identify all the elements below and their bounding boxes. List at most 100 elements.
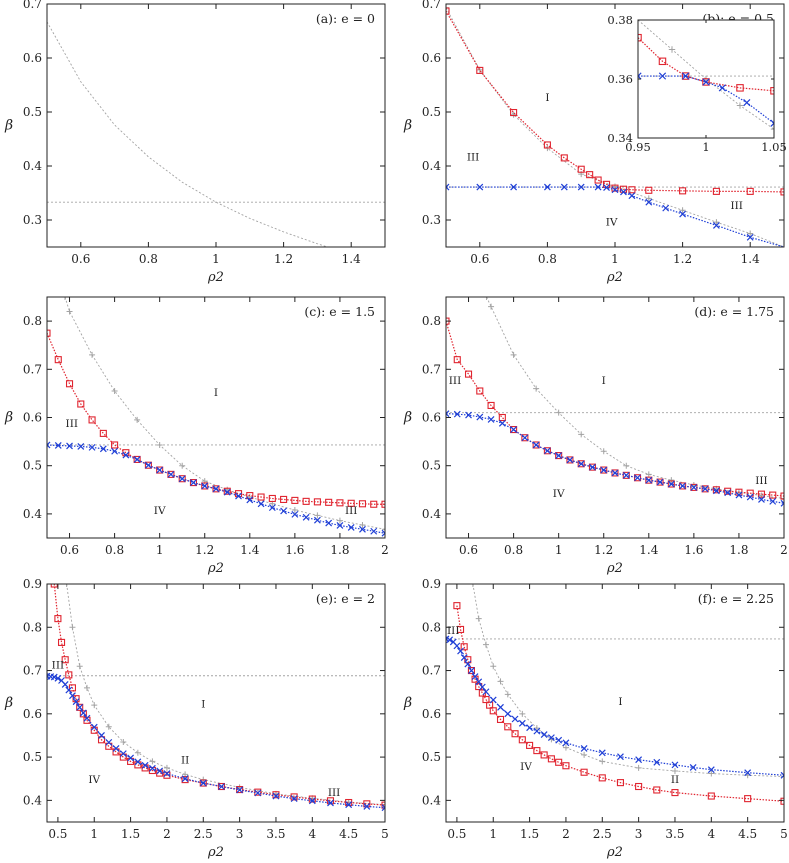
- y-tick-label: 0.7: [23, 0, 42, 11]
- panel-c: 0.6 0.8 1 1.2 1.4 1.6 1.8 2 0.4 0.5 0.6 0.7 0.8 (c): …: [4, 296, 389, 576]
- x-axis-label: ρ2: [606, 845, 623, 860]
- cross-marker: [291, 510, 299, 518]
- cross-marker: [543, 447, 551, 455]
- square-marker: [498, 413, 506, 422]
- region-label: III: [328, 787, 340, 799]
- region-label: I: [201, 698, 205, 710]
- plus-marker: [708, 770, 715, 777]
- panel-a: 0.6 0.8 1 1.2 1.4 0.3 0.4 0.5 0.6 0.7 (a): e = 0 ρ2…: [4, 0, 386, 285]
- square-marker: [446, 7, 450, 15]
- x-tick-label: 1.5: [121, 827, 140, 841]
- plus-marker: [600, 448, 607, 455]
- cross-marker: [257, 500, 265, 508]
- square-marker: [611, 469, 619, 477]
- cross-marker: [308, 797, 316, 805]
- panel-d: 0.6 0.8 1 1.2 1.4 1.6 1.8 2 0.4 0.5 0.6 0.7 0.8 (d): …: [403, 296, 788, 576]
- plus-marker: [770, 125, 774, 133]
- plus-marker: [781, 495, 784, 502]
- panel-b: 0.6 0.8 1 1.2 1.40.30.40.50.60.7(b): e = 0.5…: [403, 0, 787, 285]
- square-marker: [566, 456, 574, 464]
- plus-marker: [497, 678, 504, 685]
- square-marker: [50, 584, 58, 588]
- square-marker: [757, 490, 766, 498]
- cross-marker: [589, 463, 596, 471]
- cross-marker: [302, 513, 310, 521]
- cross-marker: [547, 734, 555, 742]
- square-marker: [76, 703, 84, 711]
- x-tick-label: 4.5: [738, 827, 757, 841]
- cross-marker: [560, 183, 568, 191]
- cross-marker: [313, 516, 321, 524]
- plus-marker: [111, 387, 118, 394]
- series-line-red-squares: [446, 10, 784, 193]
- cross-marker: [724, 489, 732, 497]
- plus-marker: [533, 385, 540, 392]
- cross-marker: [141, 761, 149, 769]
- square-marker: [533, 747, 541, 755]
- y-tick-label: 0.3: [23, 213, 42, 227]
- series-group: [446, 297, 784, 507]
- square-marker: [133, 455, 141, 463]
- square-marker: [588, 463, 597, 471]
- plus-marker: [645, 195, 652, 202]
- cross-marker: [497, 703, 504, 711]
- plus-marker: [668, 46, 676, 53]
- panel-title: (d): e = 1.75: [694, 304, 774, 319]
- panel-title: (c): e = 1.5: [304, 304, 375, 319]
- x-axis-label: ρ2: [207, 270, 224, 285]
- square-marker: [246, 492, 254, 500]
- cross-marker: [598, 749, 606, 757]
- cross-marker: [555, 452, 563, 460]
- plus-marker: [581, 751, 588, 758]
- cross-marker: [98, 732, 105, 739]
- panel-title: (e): e = 2: [316, 591, 375, 606]
- x-tick-label: 0.6: [71, 252, 90, 266]
- cross-marker: [681, 72, 690, 80]
- cross-marker: [347, 523, 355, 531]
- region-label: III: [730, 200, 742, 212]
- inset-plot: 0.95 1 1.05 0.34 0.36 0.38: [607, 13, 786, 154]
- y-tick-label: 0.4: [23, 507, 42, 521]
- cross-marker: [90, 723, 98, 731]
- square-marker: [189, 479, 198, 487]
- x-tick-label: 2: [381, 543, 389, 557]
- cross-marker: [144, 461, 152, 469]
- cross-marker: [134, 758, 142, 766]
- x-tick-label: 0.8: [105, 543, 124, 557]
- cross-marker: [178, 475, 186, 483]
- square-marker: [370, 500, 378, 508]
- cross-marker: [600, 466, 608, 474]
- cross-marker: [446, 410, 450, 418]
- x-tick-label: 1.4: [342, 252, 361, 266]
- plot-frame: [46, 583, 386, 823]
- x-tick-label: 1.2: [594, 543, 613, 557]
- x-tick-label: 1.4: [240, 543, 259, 557]
- square-marker: [61, 656, 69, 664]
- cross-marker: [510, 426, 518, 433]
- cross-marker: [540, 731, 548, 739]
- square-marker: [504, 723, 512, 731]
- cross-marker: [105, 738, 113, 746]
- plus-marker: [314, 512, 321, 519]
- square-marker: [496, 715, 505, 723]
- cross-marker: [667, 480, 675, 488]
- square-marker: [181, 776, 189, 784]
- cross-marker: [54, 674, 62, 682]
- square-marker: [97, 736, 106, 744]
- square-marker: [257, 493, 265, 501]
- cross-marker: [622, 471, 630, 479]
- cross-marker: [690, 483, 698, 491]
- plus-marker: [83, 684, 90, 691]
- cross-marker: [111, 447, 119, 455]
- series-line-red-squares: [53, 584, 385, 806]
- square-marker: [746, 489, 754, 497]
- y-tick-label: 0.6: [422, 51, 441, 65]
- cross-marker: [156, 466, 164, 474]
- square-marker: [358, 500, 367, 508]
- square-marker: [780, 188, 784, 196]
- square-marker: [543, 447, 551, 455]
- cross-marker: [156, 767, 164, 775]
- cross-marker: [254, 789, 262, 797]
- square-marker: [489, 707, 497, 715]
